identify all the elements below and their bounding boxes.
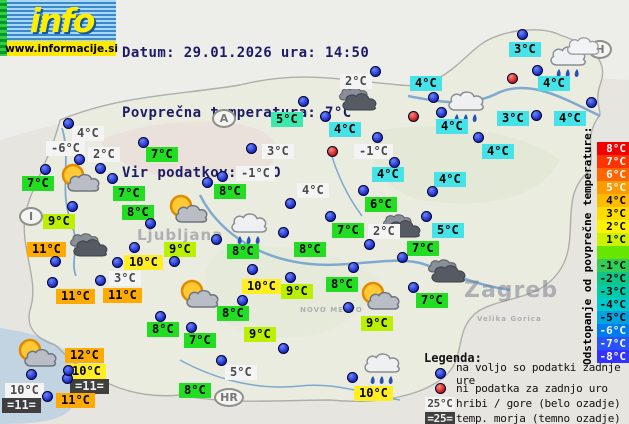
scale-cell: -8°C [597, 350, 629, 363]
legend-item: 25°C hribi / gore (belo ozadje) [424, 396, 629, 411]
scale-cell: 3°C [597, 207, 629, 220]
scale-cell: 1°C [597, 233, 629, 246]
scale-cell: 7°C [597, 155, 629, 168]
header-date-line: Datum: 29.01.2026 ura: 14:50 [122, 45, 370, 61]
logo-green-stripe [0, 0, 7, 56]
header-source-line: Vir podatkov: ARSO [122, 165, 281, 181]
scale-cell: -4°C [597, 298, 629, 311]
legend-title: Legenda: [424, 351, 482, 365]
scale-title: Odstopanje od povprečne temperature: [581, 126, 594, 365]
legend-item: =25= temp. morja (temno ozadje) [424, 411, 629, 424]
scale-cell: -2°C [597, 272, 629, 285]
legend: Legenda: na voljo so podatki zadnje ure n… [424, 351, 629, 424]
logo-wordmark: info [7, 0, 116, 41]
scale-cell: -5°C [597, 311, 629, 324]
scale-cell: 6°C [597, 168, 629, 181]
legend-dark-box-icon: =25= [425, 412, 455, 424]
scale-cell: -3°C [597, 285, 629, 298]
legend-item-label: hribi / gore (belo ozadje) [456, 397, 621, 410]
scale-cell: 2°C [597, 220, 629, 233]
legend-white-box-icon: 25°C [425, 397, 455, 410]
site-logo[interactable]: info www.informacije.si [0, 0, 118, 56]
logo-site-url[interactable]: www.informacije.si [5, 41, 118, 56]
legend-rows: na voljo so podatki zadnje ure ni podatka… [424, 361, 629, 424]
scale-cell: 5°C [597, 181, 629, 194]
legend-item-label: temp. morja (temno ozadje) [456, 412, 621, 424]
legend-red-dot-icon [434, 383, 446, 394]
legend-item-label: ni podatka za zadnjo uro [456, 382, 608, 395]
legend-symbol: 25°C [424, 397, 456, 410]
map-header-info: Datum: 29.01.2026 ura: 14:50 Povprečna t… [122, 3, 369, 223]
legend-symbol [424, 368, 456, 379]
legend-item: ni podatka za zadnjo uro [424, 381, 629, 396]
legend-item-label: na voljo so podatki zadnje ure [456, 360, 621, 387]
scale-cell: 8°C [597, 142, 629, 155]
scale-cell: -1°C [597, 259, 629, 272]
scale-cell: -6°C [597, 324, 629, 337]
scale-cell: -7°C [597, 337, 629, 350]
deviation-color-scale: 8°C 7°C 6°C 5°C 4°C 3°C 2°C 1°C -1°C -2°C -3°C -4°C… [597, 142, 629, 363]
logo-text: info [29, 1, 96, 40]
header-avg-temp-line: Povprečna temperatura: 7°C [122, 105, 352, 121]
scale-cell [597, 246, 629, 259]
legend-symbol [424, 383, 456, 394]
legend-item: na voljo so podatki zadnje ure [424, 361, 629, 387]
scale-cell: 4°C [597, 194, 629, 207]
legend-blue-dot-icon [434, 368, 446, 379]
legend-symbol: =25= [424, 412, 456, 424]
